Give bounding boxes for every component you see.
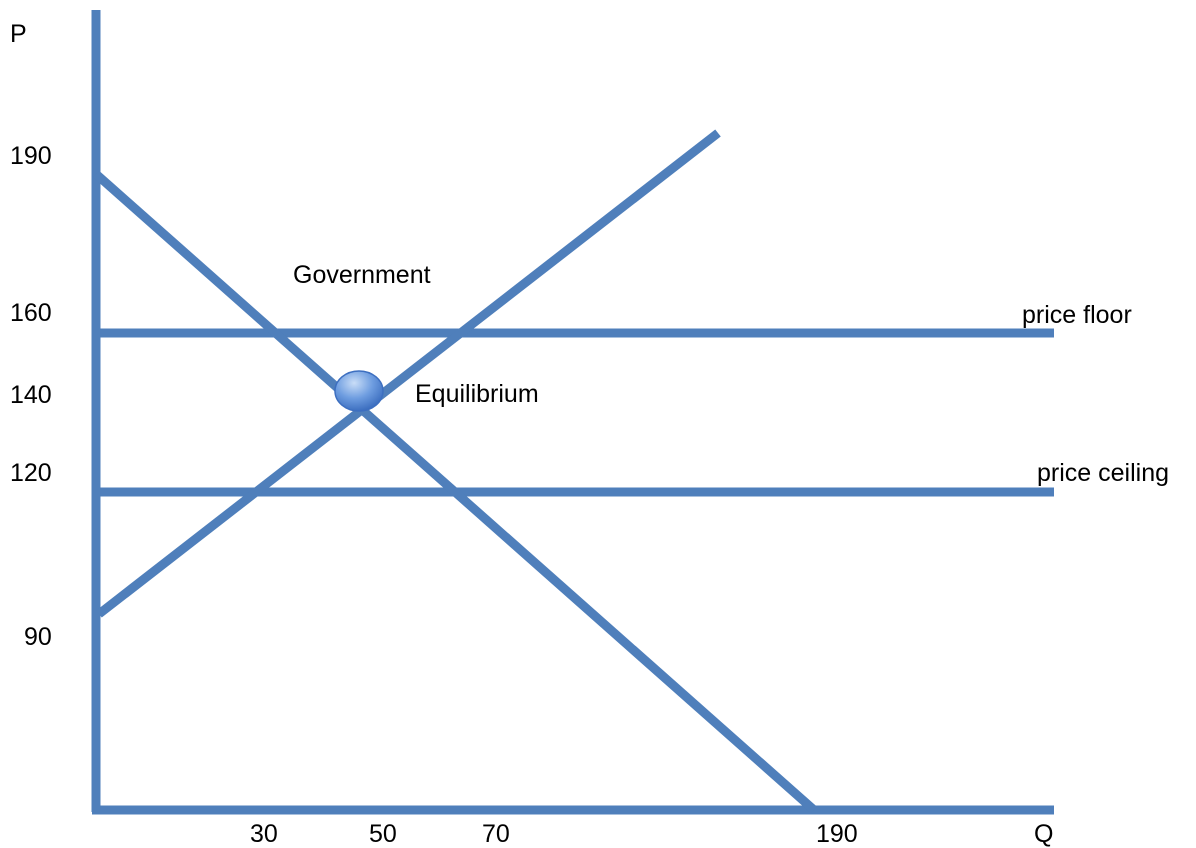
supply-curve [96,129,721,618]
equilibrium-marker [334,370,384,412]
y-tick-190: 190 [10,142,52,170]
y-tick-120: 120 [10,459,52,487]
x-tick-50: 50 [369,820,397,848]
y-axis-label: P [10,20,27,48]
x-tick-30: 30 [250,820,278,848]
y-tick-160: 160 [10,299,52,327]
demand-curve [93,170,817,814]
x-tick-190: 190 [816,820,858,848]
equilibrium-label: Equilibrium [415,380,539,408]
price-floor-label: price floor [1022,301,1132,329]
x-axis-label: Q [1034,820,1053,848]
y-tick-140: 140 [10,381,52,409]
x-tick-70: 70 [482,820,510,848]
government-label: Government [293,261,431,289]
y-tick-90: 90 [24,623,52,651]
price-ceiling-label: price ceiling [1037,459,1169,487]
